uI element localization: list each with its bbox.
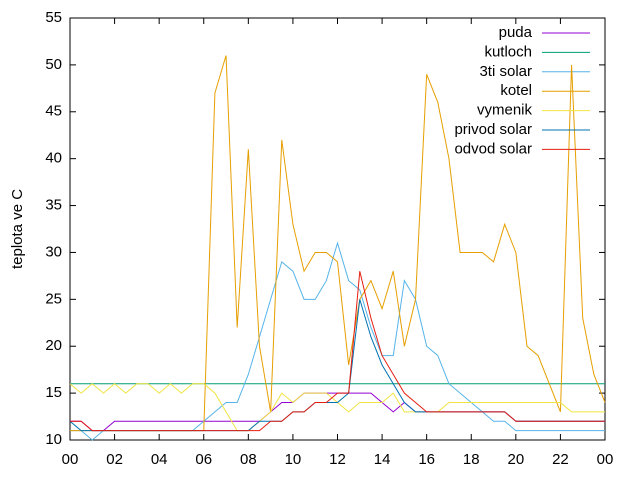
legend-label: 3ti solar — [479, 63, 532, 80]
x-tick-label: 16 — [418, 451, 435, 468]
x-tick-label: 12 — [329, 451, 346, 468]
y-tick-label: 50 — [45, 56, 62, 73]
data-line — [70, 241, 605, 441]
data-line — [70, 271, 605, 432]
data-line — [70, 392, 605, 432]
legend-label: privod solar — [454, 121, 532, 138]
x-tick-label: 20 — [507, 451, 524, 468]
x-tick-label: 00 — [597, 451, 614, 468]
x-tick-label: 18 — [463, 451, 480, 468]
x-tick-label: 00 — [62, 451, 79, 468]
x-tick-label: 22 — [552, 451, 569, 468]
x-tick-label: 02 — [106, 451, 123, 468]
y-tick-label: 45 — [45, 103, 62, 120]
data-line — [69, 383, 605, 432]
legend-label: puda — [499, 24, 533, 41]
y-tick-label: 35 — [45, 197, 62, 214]
x-tick-label: 06 — [195, 451, 212, 468]
x-tick-label: 08 — [240, 451, 257, 468]
y-tick-label: 30 — [45, 243, 62, 260]
data-line — [69, 299, 605, 432]
legend-label: vymenik — [477, 102, 533, 119]
y-tick-label: 55 — [45, 9, 62, 26]
y-tick-label: 15 — [45, 384, 62, 401]
x-tick-label: 14 — [374, 451, 391, 468]
x-tick-label: 10 — [285, 451, 302, 468]
y-axis-label: teplota ve C — [9, 189, 26, 269]
legend-label: kotel — [500, 82, 532, 99]
legend-label: odvod solar — [454, 140, 532, 157]
legend-label: kutloch — [484, 43, 532, 60]
y-tick-label: 25 — [45, 290, 62, 307]
y-tick-label: 20 — [45, 337, 62, 354]
y-tick-label: 10 — [45, 431, 62, 448]
y-tick-label: 40 — [45, 150, 62, 167]
x-tick-label: 04 — [151, 451, 168, 468]
